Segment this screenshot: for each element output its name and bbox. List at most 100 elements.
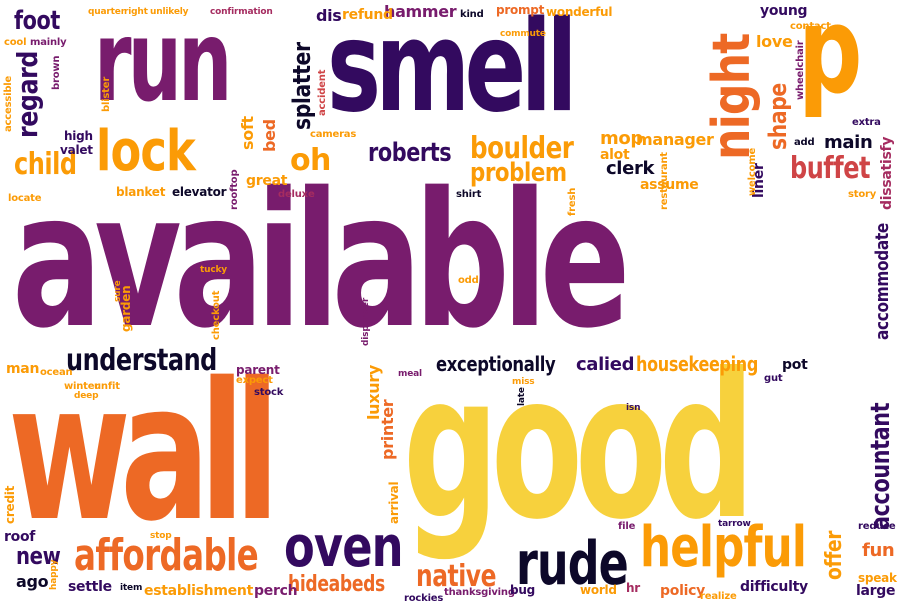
word: rude: [516, 529, 629, 599]
word: cool: [4, 37, 27, 48]
word: credit: [3, 485, 17, 524]
word: perch: [254, 583, 298, 599]
word: prompt: [496, 3, 545, 17]
word: accommodate: [872, 223, 893, 340]
word: stop: [150, 531, 172, 541]
word: miss: [512, 377, 535, 387]
word: oven: [284, 515, 404, 580]
word: winter: [64, 381, 100, 392]
word: young: [760, 3, 808, 19]
word: wheelchair: [795, 40, 806, 100]
word: love: [756, 32, 793, 51]
word: gut: [764, 373, 783, 384]
word: confirmation: [210, 7, 273, 17]
word: happy: [49, 559, 59, 590]
word: dissatisfy: [879, 136, 895, 210]
word: quarter: [88, 7, 125, 17]
word: foot: [14, 6, 60, 36]
word: item: [120, 583, 143, 593]
word: late: [517, 387, 527, 406]
word: settle: [68, 579, 112, 595]
word: calied: [576, 354, 635, 375]
word: smell: [327, 0, 577, 140]
word: hideabeds: [288, 572, 385, 597]
word: high: [64, 129, 93, 143]
word: deep: [74, 391, 99, 401]
word: checkout: [211, 290, 222, 340]
word: helpful: [640, 515, 807, 580]
word: fresh: [567, 187, 578, 216]
word: good: [403, 331, 755, 564]
word: cameras: [310, 129, 357, 140]
word: stock: [254, 387, 284, 398]
word: exceptionally: [436, 352, 556, 376]
word: story: [848, 189, 877, 200]
word: ago: [16, 572, 49, 591]
word: accountant: [866, 402, 896, 530]
word: bed: [260, 119, 279, 152]
word: parent: [236, 363, 280, 377]
word: difficulty: [740, 579, 808, 595]
word: regard: [11, 51, 44, 138]
word: rooftop: [229, 169, 240, 210]
word: native: [416, 559, 496, 594]
word: oh: [290, 143, 331, 178]
word: reduce: [858, 521, 896, 532]
word: manager: [636, 130, 714, 149]
word: fun: [862, 540, 895, 561]
word: roberts: [368, 138, 452, 168]
word: roof: [4, 529, 36, 545]
word: tucky: [200, 265, 227, 275]
word: clerk: [606, 158, 655, 179]
word: welcome: [747, 147, 758, 196]
word: thanksgiving: [444, 587, 515, 598]
word: valet: [60, 143, 93, 157]
word: accident: [317, 69, 328, 116]
word: affordable: [74, 530, 259, 581]
word: dis: [316, 6, 342, 25]
word: kind: [460, 9, 484, 20]
word: main: [824, 132, 873, 153]
word: realize: [700, 591, 737, 602]
word: shirt: [456, 189, 482, 200]
word: hammer: [384, 2, 457, 21]
word: unfit: [94, 381, 120, 392]
word: blister: [101, 76, 112, 112]
word: add: [794, 137, 815, 148]
word: alot: [600, 147, 630, 163]
word: splatter: [288, 42, 316, 131]
word: deluxe: [278, 189, 315, 200]
word: odd: [458, 275, 479, 286]
word: contact: [790, 21, 831, 32]
word: world: [580, 583, 617, 597]
word: understand: [66, 343, 217, 378]
word: speak: [858, 571, 897, 585]
word: mainly: [30, 37, 67, 48]
word: bug: [510, 583, 536, 597]
word: elevator: [172, 185, 227, 199]
word: mop: [600, 128, 643, 149]
word: luxury: [364, 365, 383, 420]
word: file: [618, 521, 636, 532]
word: dispenser: [361, 297, 371, 346]
word: p: [798, 0, 862, 121]
word: large: [856, 583, 896, 599]
word: extra: [852, 117, 881, 128]
word: housekeeping: [636, 352, 759, 376]
word: child: [14, 147, 77, 182]
word: shape: [764, 83, 792, 150]
word: lock: [96, 119, 196, 184]
word: man: [6, 361, 40, 377]
word: rockies: [404, 593, 444, 603]
word: offer: [822, 530, 847, 580]
word: assume: [640, 177, 699, 193]
word: available: [12, 152, 631, 369]
word: restaurant: [659, 152, 670, 210]
word: refund: [342, 7, 393, 23]
word: new: [16, 542, 61, 570]
word: sure: [113, 280, 123, 302]
word: locate: [8, 193, 42, 204]
word: arrival: [387, 481, 401, 524]
word: tarrow: [718, 519, 751, 529]
